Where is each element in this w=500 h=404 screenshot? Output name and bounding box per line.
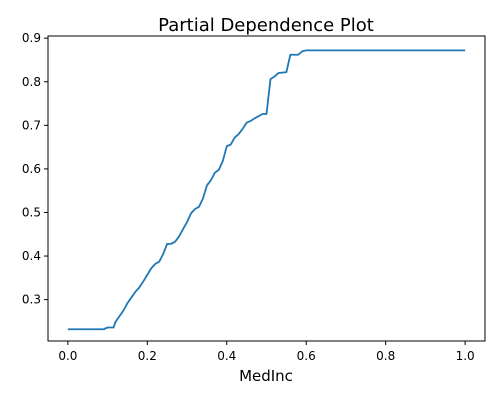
chart-title: Partial Dependence Plot xyxy=(158,15,374,36)
y-tick-label: 0.6 xyxy=(22,162,41,176)
plot-area-frame xyxy=(47,35,486,342)
x-tick-label: 0.0 xyxy=(58,349,77,363)
y-tick-label: 0.8 xyxy=(22,75,41,89)
x-axis-ticks: 0.0 0.2 0.4 0.6 0.8 1.0 xyxy=(58,341,475,363)
x-tick-label: 1.0 xyxy=(456,349,475,363)
series-layer xyxy=(67,49,466,331)
x-axis-label: MedInc xyxy=(239,367,293,385)
x-tick-label: 0.8 xyxy=(376,349,395,363)
y-tick-label: 0.7 xyxy=(22,118,41,132)
y-tick-label: 0.9 xyxy=(22,31,41,45)
x-tick-label: 0.4 xyxy=(217,349,236,363)
x-tick-label: 0.6 xyxy=(297,349,316,363)
y-tick-label: 0.5 xyxy=(22,205,41,219)
series-line xyxy=(67,49,466,331)
x-tick-label: 0.2 xyxy=(138,349,157,363)
y-axis-ticks: 0.3 0.4 0.5 0.6 0.7 0.8 0.9 xyxy=(22,31,48,307)
y-tick-label: 0.4 xyxy=(22,249,41,263)
y-tick-label: 0.3 xyxy=(22,293,41,307)
